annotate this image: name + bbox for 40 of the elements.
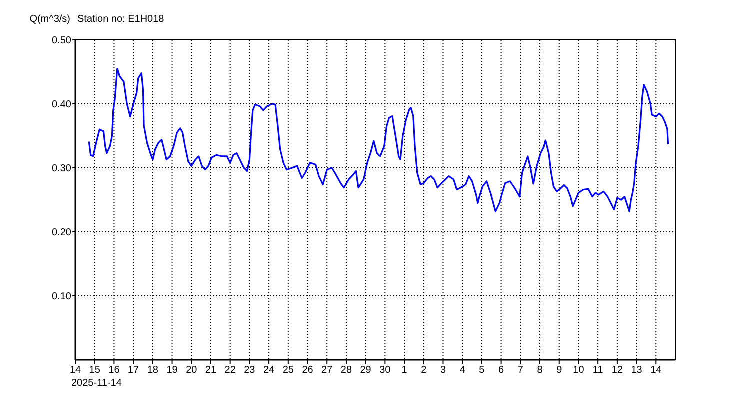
x-tick-label: 26 <box>302 365 314 376</box>
x-tick-label: 22 <box>224 365 236 376</box>
x-tick-label: 18 <box>147 365 159 376</box>
x-tick-label: 13 <box>631 365 643 376</box>
x-tick-label: 14 <box>650 365 662 376</box>
x-tick-label: 7 <box>518 365 524 376</box>
x-tick-label: 9 <box>556 365 563 376</box>
x-tick-label: 29 <box>360 365 372 376</box>
x-tick-label: 17 <box>128 365 140 376</box>
y-axis-title: Q(m^3/s) <box>30 14 70 25</box>
y-tick-label: 0.20 <box>52 228 72 238</box>
x-tick-label: 12 <box>612 365 624 376</box>
x-tick-label: 1 <box>402 365 408 376</box>
x-tick-label: 10 <box>573 365 585 376</box>
x-tick-label: 27 <box>322 365 334 376</box>
x-tick-label: 20 <box>186 365 198 376</box>
x-tick-label: 8 <box>537 365 544 376</box>
x-tick-label: 30 <box>380 365 392 376</box>
x-tick-label: 25 <box>282 365 294 376</box>
y-tick-label: 0.40 <box>52 100 72 110</box>
y-tick-label: 0.30 <box>52 164 72 174</box>
x-tick-label: 21 <box>205 365 217 376</box>
x-tick-label: 2 <box>421 365 428 376</box>
y-tick-label: 0.50 <box>52 36 72 46</box>
x-tick-label: 6 <box>498 365 505 376</box>
x-tick-label: 3 <box>440 365 446 376</box>
x-tick-label: 5 <box>479 365 486 376</box>
x-tick-label: 11 <box>592 365 604 376</box>
y-tick-label: 0.10 <box>52 292 72 302</box>
x-tick-label: 15 <box>89 365 101 376</box>
x-tick-label: 16 <box>108 365 120 376</box>
x-tick-label: 24 <box>263 365 276 376</box>
x-tick-label: 19 <box>166 365 178 376</box>
chart-title: Station no: E1H018 <box>78 14 165 25</box>
x-tick-label: 4 <box>460 365 466 376</box>
x-tick-label: 28 <box>340 365 352 376</box>
x-tick-label: 23 <box>244 365 256 376</box>
line-series <box>88 68 670 212</box>
x-tick-label: 14 <box>70 365 82 376</box>
x-axis-title: 2025-11-14 <box>72 378 122 389</box>
